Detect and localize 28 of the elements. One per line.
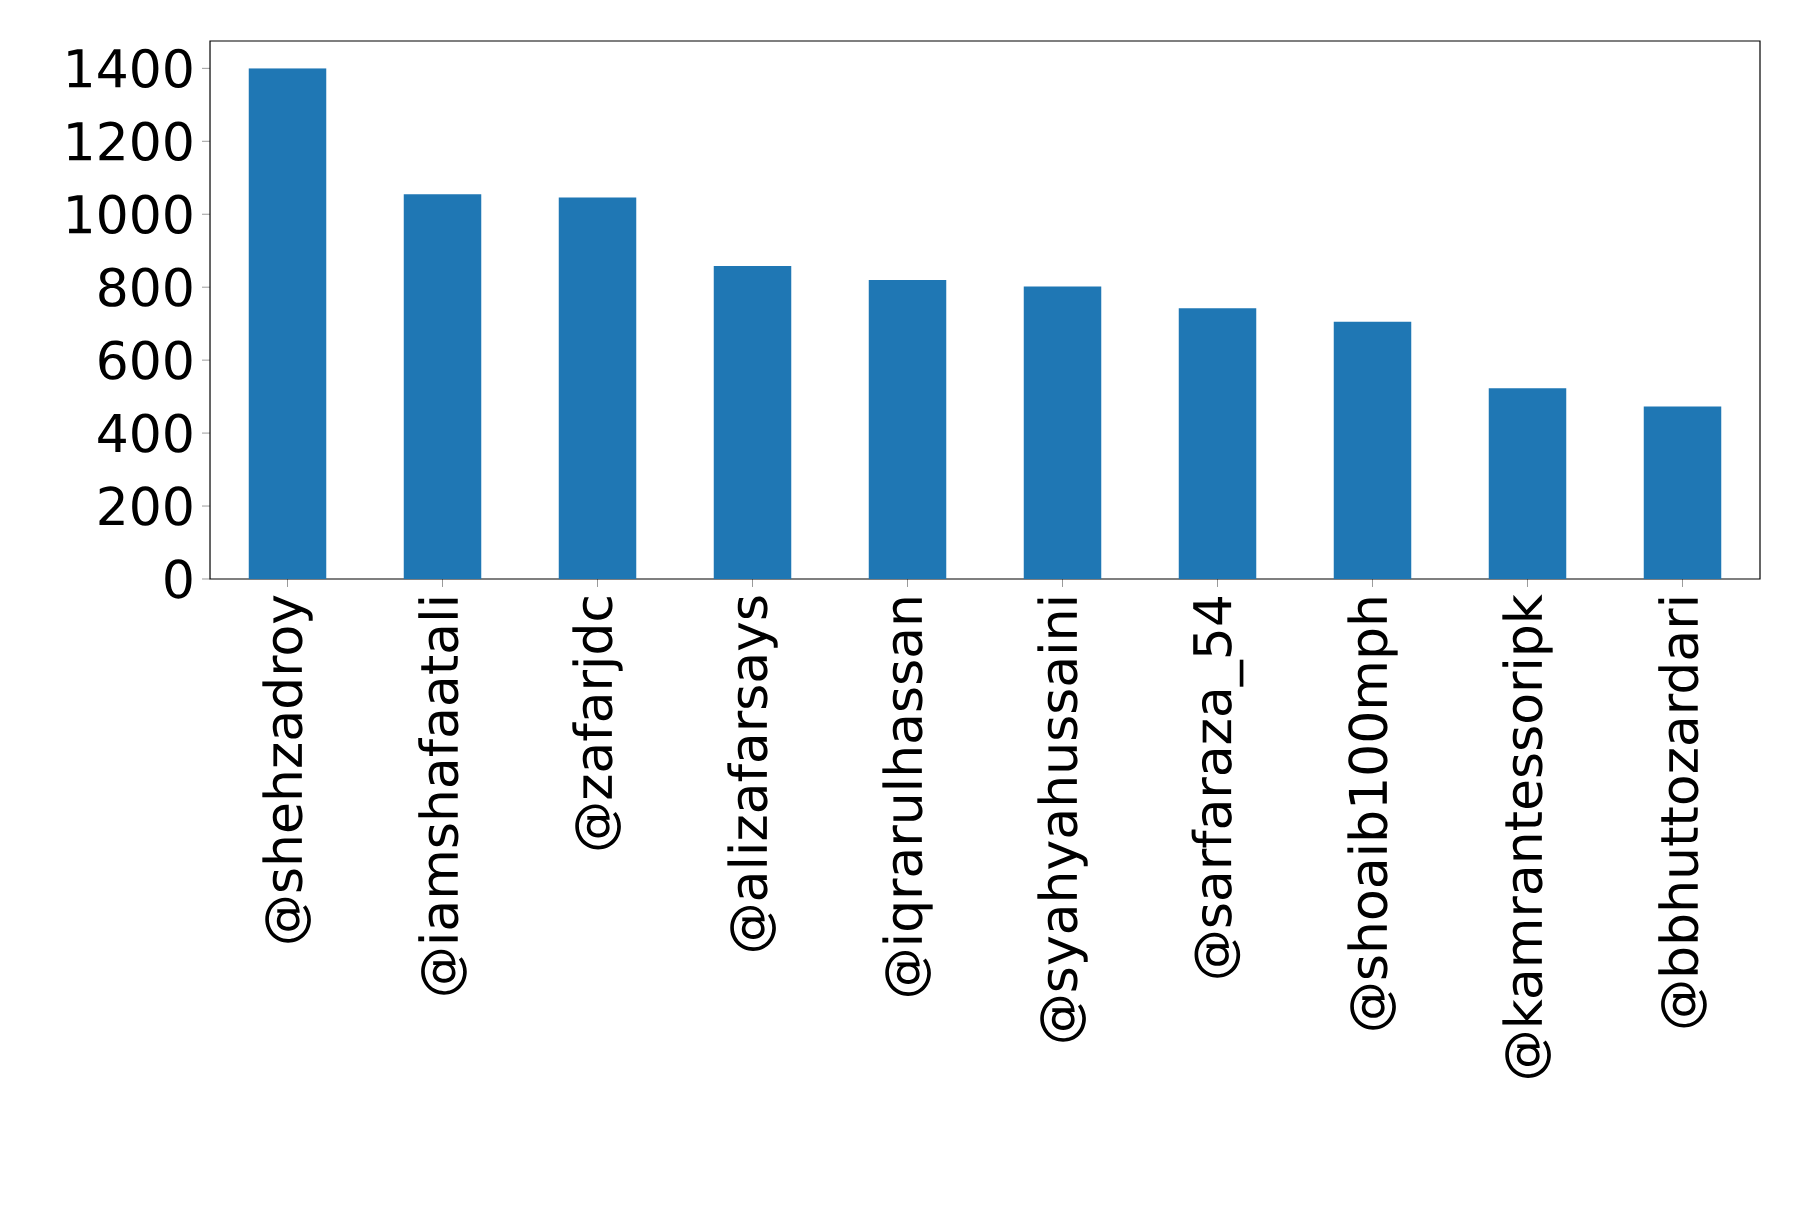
bar xyxy=(1488,388,1567,579)
bar xyxy=(868,279,947,579)
bar xyxy=(1333,321,1412,579)
y-tick-label: 400 xyxy=(98,413,192,453)
y-tick-label: 1200 xyxy=(68,121,192,161)
bar xyxy=(403,194,482,579)
bar xyxy=(1643,406,1722,579)
x-tick-label: @alizafarsays xyxy=(727,596,778,951)
x-tick-label: @shehzadroy xyxy=(262,595,313,943)
bar xyxy=(1023,286,1102,579)
y-tick-label: 1400 xyxy=(68,48,192,88)
y-tick-label: 600 xyxy=(99,340,192,380)
x-tick-label: @shoaib100mph xyxy=(1347,598,1398,1030)
bar xyxy=(558,197,637,579)
x-tick-label: @kamrantessoripk xyxy=(1502,594,1553,1078)
x-tick-label: @syahyahussaini xyxy=(1037,598,1088,1042)
y-tick-label: 800 xyxy=(99,267,192,307)
x-tick-label: @zafarjdc xyxy=(572,597,623,850)
x-tick-label: @iamshafaatali xyxy=(418,598,467,995)
x-tick-label: @sarfaraza_54 xyxy=(1191,596,1244,978)
y-tick-label: 0 xyxy=(165,559,192,599)
y-tick-label: 200 xyxy=(99,486,192,526)
y-tick-label: 1000 xyxy=(68,194,192,234)
x-tick-label: @bbhuttozardari xyxy=(1658,598,1707,1028)
bar xyxy=(248,68,327,579)
bar xyxy=(1178,308,1257,579)
x-tick-label: @iqrarulhassan xyxy=(882,598,933,996)
bar xyxy=(713,266,792,579)
